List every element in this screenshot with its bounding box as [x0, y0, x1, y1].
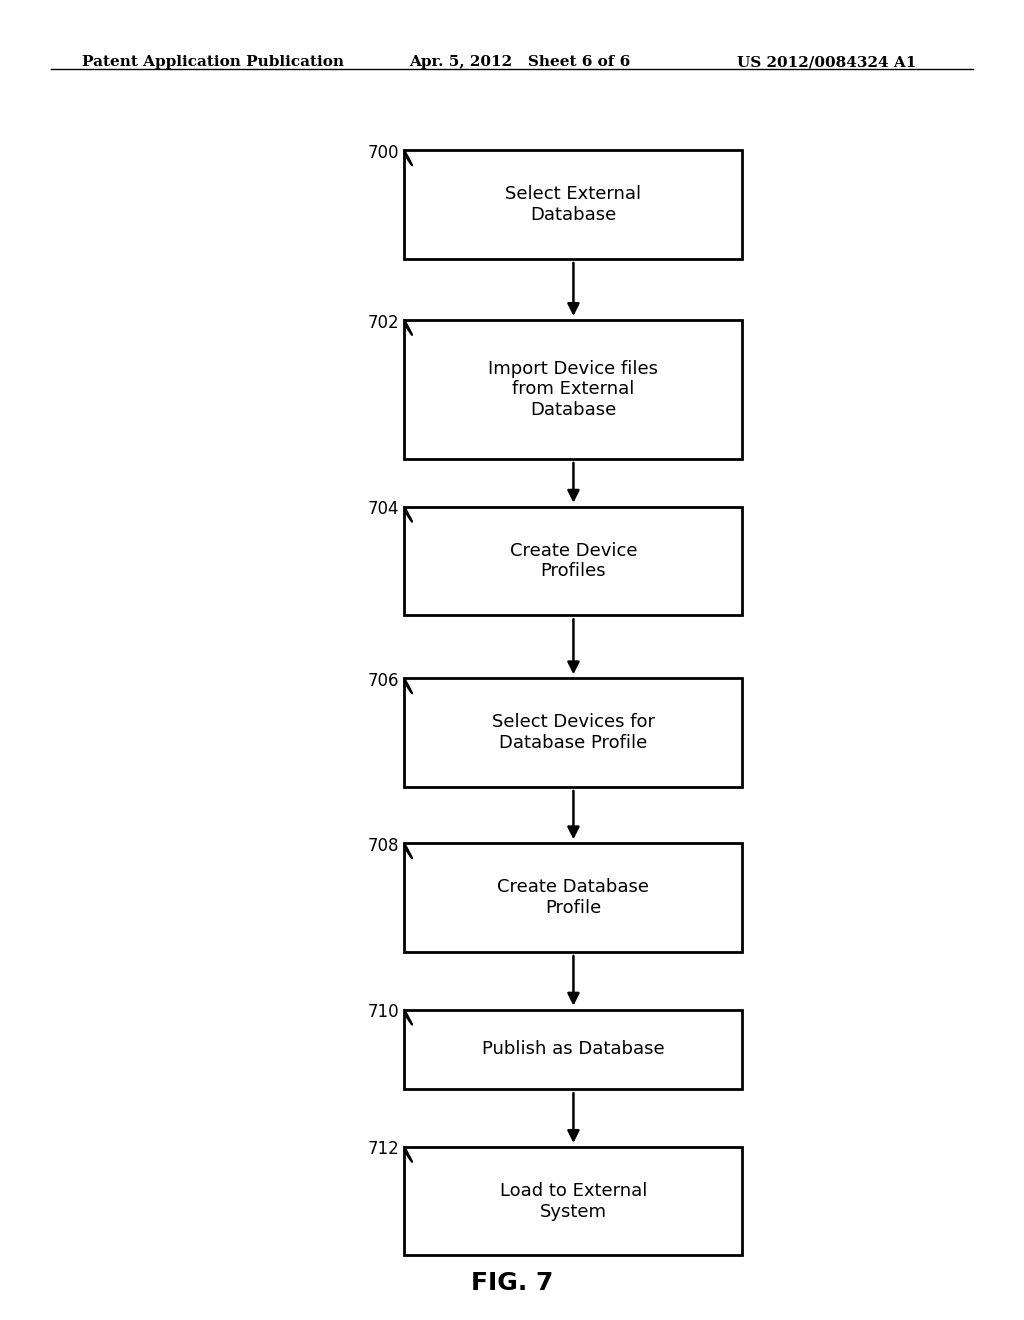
Text: 704: 704	[368, 500, 399, 519]
Text: Apr. 5, 2012   Sheet 6 of 6: Apr. 5, 2012 Sheet 6 of 6	[410, 55, 631, 70]
Bar	[404, 843, 742, 952]
Bar	[404, 678, 742, 787]
Text: 702: 702	[368, 314, 399, 331]
Text: 700: 700	[368, 144, 399, 162]
Text: FIG. 7: FIG. 7	[471, 1271, 553, 1295]
Bar	[404, 507, 742, 615]
Text: Publish as Database: Publish as Database	[482, 1040, 665, 1059]
Text: Create Database
Profile: Create Database Profile	[498, 878, 649, 917]
Text: Load to External
System: Load to External System	[500, 1181, 647, 1221]
Text: Select External
Database: Select External Database	[506, 185, 641, 224]
Text: Select Devices for
Database Profile: Select Devices for Database Profile	[492, 713, 655, 752]
Text: 712: 712	[368, 1140, 399, 1159]
Text: Create Device
Profiles: Create Device Profiles	[510, 541, 637, 581]
Bar	[404, 1147, 742, 1255]
Bar	[404, 321, 742, 459]
Bar	[404, 150, 742, 259]
Text: 710: 710	[368, 1003, 399, 1022]
Text: 708: 708	[368, 837, 399, 855]
Text: Patent Application Publication: Patent Application Publication	[82, 55, 344, 70]
Text: Import Device files
from External
Database: Import Device files from External Databa…	[488, 359, 658, 420]
Text: US 2012/0084324 A1: US 2012/0084324 A1	[737, 55, 916, 70]
Bar	[404, 1010, 742, 1089]
Text: 706: 706	[368, 672, 399, 690]
